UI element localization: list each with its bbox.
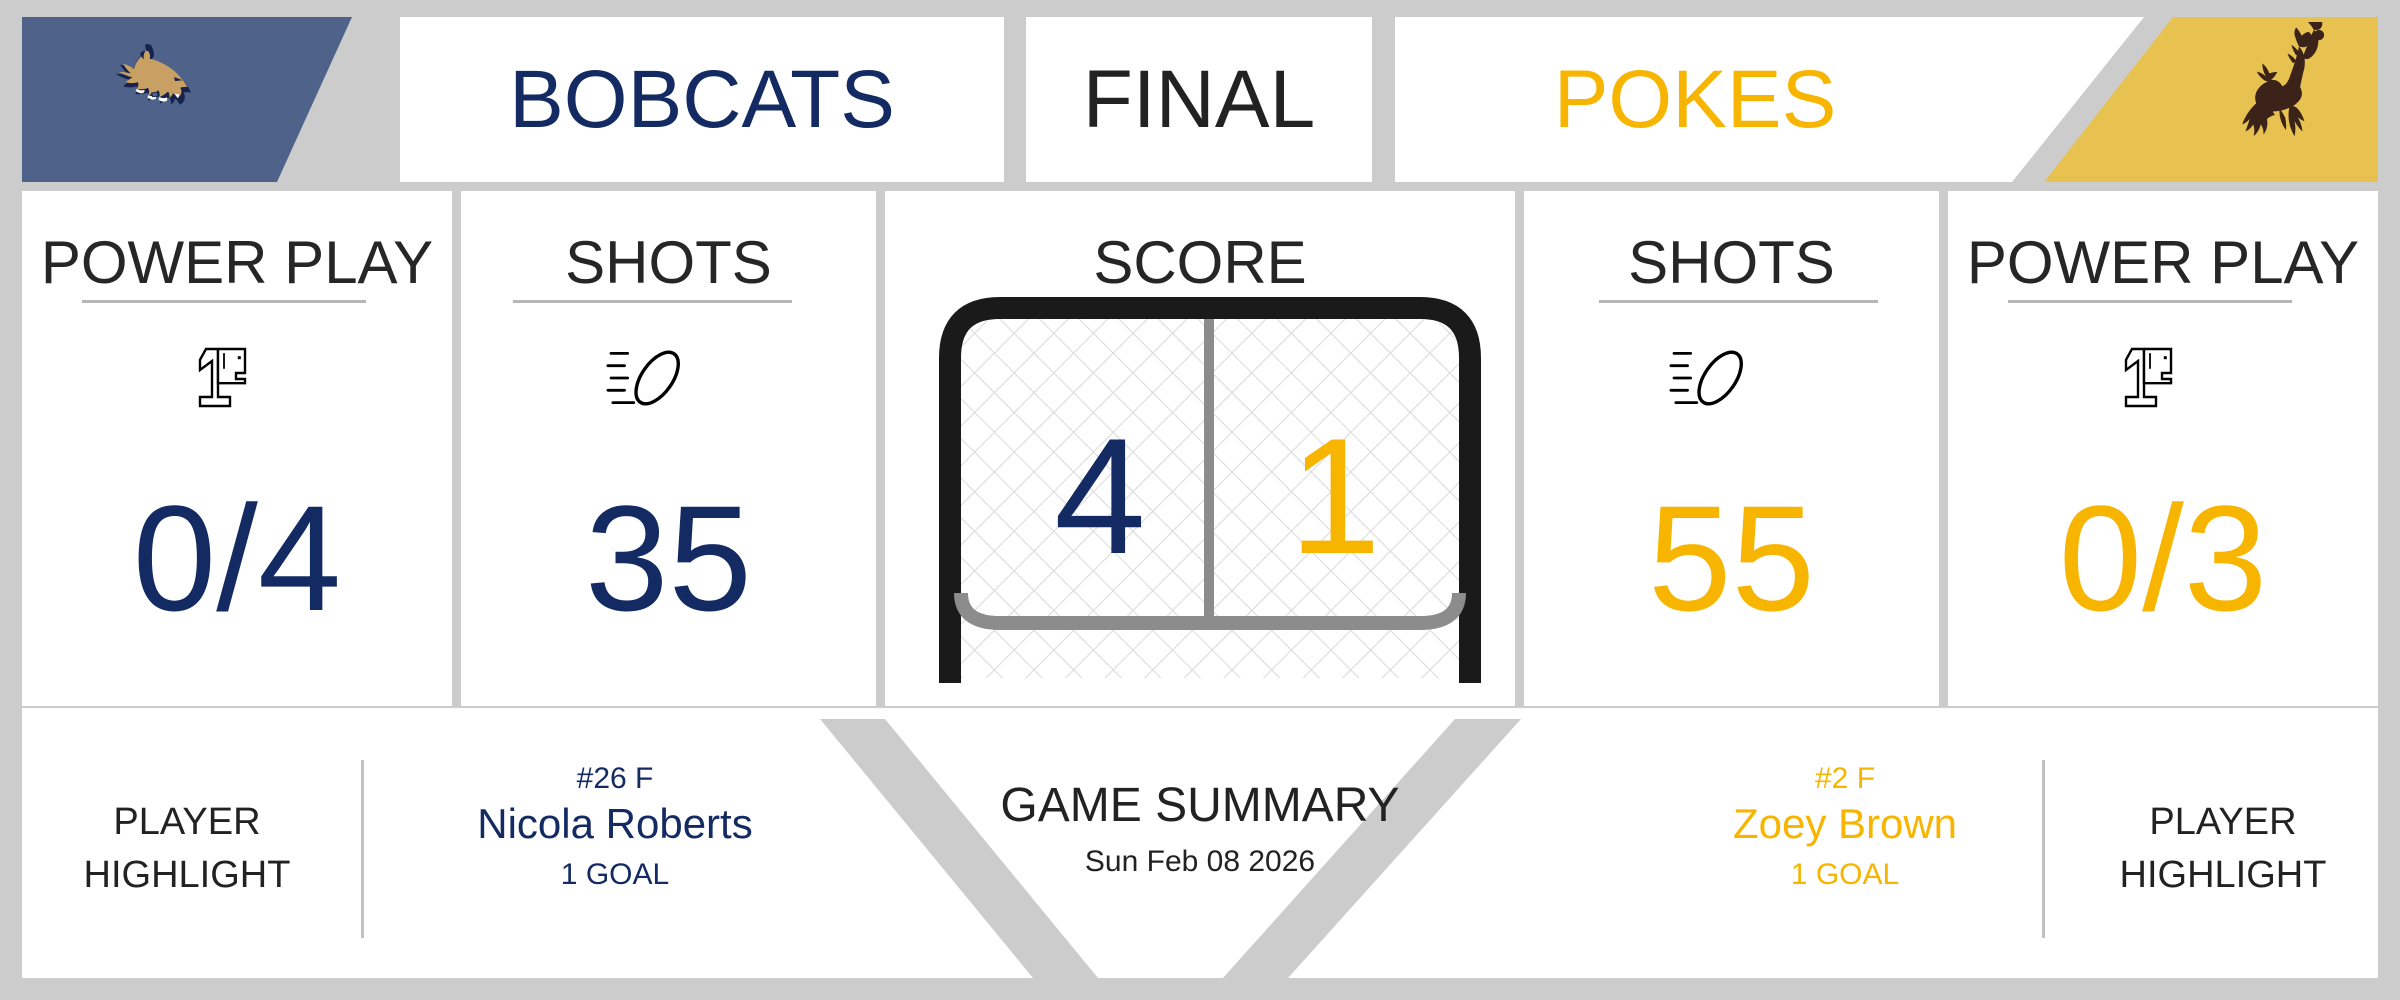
svg-text:1: 1 xyxy=(1289,404,1381,588)
svg-text:4: 4 xyxy=(1054,404,1146,588)
